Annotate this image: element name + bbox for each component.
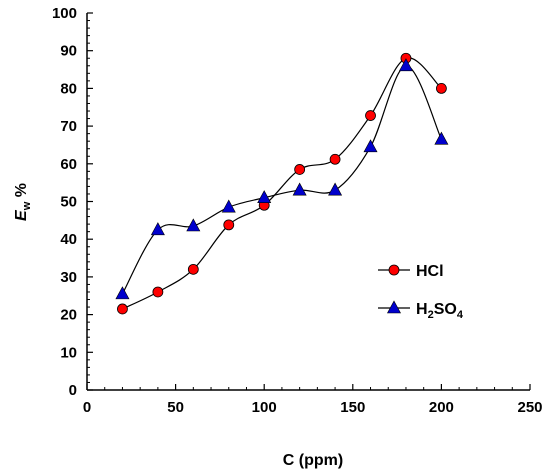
y-tick-label: 10 [60,344,77,361]
legend-label-hcl: HCl [416,263,444,280]
plot-area: 0 50 100 150 200 250 0 10 20 30 40 50 60 70 80 90 100 [52,5,543,416]
data-point-h2so4 [150,222,165,236]
data-point-h2so4 [115,286,130,300]
series-line-hcl [122,57,442,310]
data-point-hcl [294,164,306,175]
data-point-h2so4 [257,190,272,204]
y-ticks: 0 10 20 30 40 50 60 70 80 90 100 [52,5,93,399]
x-tick-label: 50 [167,399,184,416]
y-axis-title-main: E [13,209,30,221]
y-tick-label: 0 [69,382,77,399]
series-line-h2so4 [121,65,442,295]
legend-item-h2so4: H2SO4 [378,300,464,321]
y-axis-title-suffix: % [13,183,30,202]
legend-marker-h2so4 [386,300,402,314]
data-point-hcl [187,263,199,275]
data-point-h2so4 [398,58,413,72]
data-point-h2so4 [328,182,343,196]
data-point-hcl [329,153,341,165]
y-tick-label: 40 [60,231,77,248]
legend-marker-hcl [388,264,400,276]
y-tick-label: 70 [60,118,77,135]
x-tick-label: 250 [517,399,542,416]
data-point-h2so4 [363,139,378,153]
x-tick-label: 150 [340,399,365,416]
legend-item-hcl: HCl [378,263,444,280]
series-markers [115,52,449,315]
y-tick-label: 90 [60,43,77,60]
legend-label-h2so4: H2SO4 [416,301,464,321]
data-point-hcl [435,83,447,94]
legend: HCl H2SO4 [378,263,464,321]
data-point-hcl [152,286,164,298]
y-tick-label: 50 [60,194,77,211]
x-ticks: 0 50 100 150 200 250 [83,384,543,416]
y-tick-label: 20 [60,307,77,324]
x-tick-label: 100 [252,399,277,416]
y-tick-label: 80 [60,80,77,97]
data-point-h2so4 [221,199,236,213]
series-lines [121,57,442,310]
y-tick-label: 60 [60,156,77,173]
y-axis-title-sub: w [21,201,33,211]
y-tick-label: 30 [60,269,77,286]
y-axis-title: Ew % [13,183,33,221]
data-point-h2so4 [434,131,449,145]
data-point-hcl [223,219,235,231]
x-tick-label: 0 [83,399,91,416]
y-tick-label: 100 [52,5,77,22]
data-point-h2so4 [292,182,307,196]
data-point-h2so4 [186,218,201,232]
x-tick-label: 200 [429,399,454,416]
x-axis-title: C (ppm) [283,452,343,469]
data-point-hcl [365,110,376,121]
data-point-hcl [117,303,128,315]
